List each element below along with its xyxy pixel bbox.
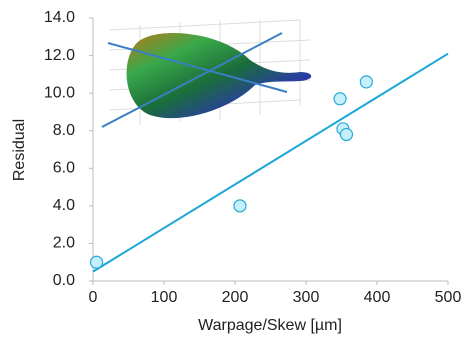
- data-point: [333, 92, 347, 106]
- x-axis-title: Warpage/Skew [µm]: [198, 317, 342, 334]
- data-point: [89, 255, 104, 269]
- x-tick-label: 0: [89, 289, 98, 306]
- y-tick-label: 6.0: [53, 160, 75, 177]
- data-point: [359, 75, 373, 89]
- x-tick-label: 100: [151, 289, 178, 306]
- y-tick-label: 0.0: [53, 272, 75, 289]
- inset-image: [101, 19, 312, 128]
- y-tick-label: 2.0: [53, 235, 75, 252]
- x-tick-label: 400: [364, 289, 391, 306]
- y-tick-label: 8.0: [53, 122, 75, 139]
- x-tick-label: 300: [293, 289, 320, 306]
- y-tick-label: 4.0: [53, 197, 75, 214]
- y-tick-label: 12.0: [44, 47, 75, 64]
- y-tick-label: 14.0: [44, 9, 75, 26]
- data-point: [233, 199, 247, 213]
- x-tick-label: 500: [435, 289, 462, 306]
- y-tick-label: 10.0: [44, 84, 75, 101]
- x-tick-label: 200: [222, 289, 249, 306]
- data-point: [339, 127, 354, 142]
- y-axis-title: Residual: [11, 119, 28, 181]
- trendline: [92, 52, 449, 273]
